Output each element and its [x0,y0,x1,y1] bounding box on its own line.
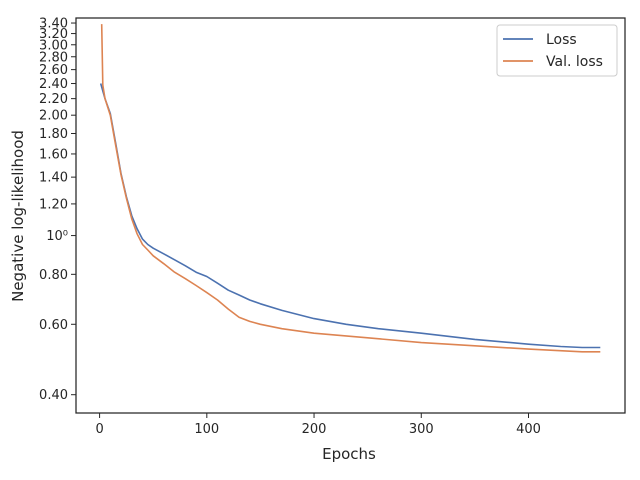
y-tick-label: 1.20 [39,197,68,212]
legend-label-val-loss: Val. loss [546,54,603,70]
series-line-loss [99,83,601,349]
x-tick-label: 400 [516,422,541,437]
y-tick-label: 1.60 [39,147,68,162]
x-tick-label: 200 [302,422,327,437]
y-tick-label: 10⁰ [46,229,68,244]
y-tick-label: 3.40 [39,17,68,32]
series-line-val-loss [100,24,601,353]
y-axis-label: Negative log-likelihood [9,130,27,302]
y-tick-label: 1.80 [39,127,68,142]
y-tick-label: 2.20 [39,92,68,107]
x-axis: 0 100 200 300 400 [95,413,541,437]
y-tick-label: 2.80 [39,50,68,65]
y-tick-label: 2.40 [39,77,68,92]
y-tick-label: 2.00 [39,109,68,124]
y-tick-label: 3.00 [39,38,68,53]
y-tick-label: 0.40 [39,388,68,403]
y-tick-label: 3.20 [39,27,68,42]
y-tick-label: 2.60 [39,63,68,78]
y-axis: 0.400.600.8010⁰1.201.401.601.802.002.202… [39,17,76,403]
series-layer [99,24,601,353]
legend-box [496,24,618,77]
x-tick-label: 0 [95,422,103,437]
y-tick-label: 0.80 [39,268,68,283]
x-tick-label: 100 [194,422,219,437]
plot-area [75,17,626,414]
legend-label-loss: Loss [546,32,577,48]
y-tick-label: 1.40 [39,171,68,186]
y-tick-label: 0.60 [39,318,68,333]
x-axis-label: Epochs [322,445,376,463]
axes-frame [75,17,626,414]
legend: Loss Val. loss [496,24,618,77]
x-tick-label: 300 [409,422,434,437]
